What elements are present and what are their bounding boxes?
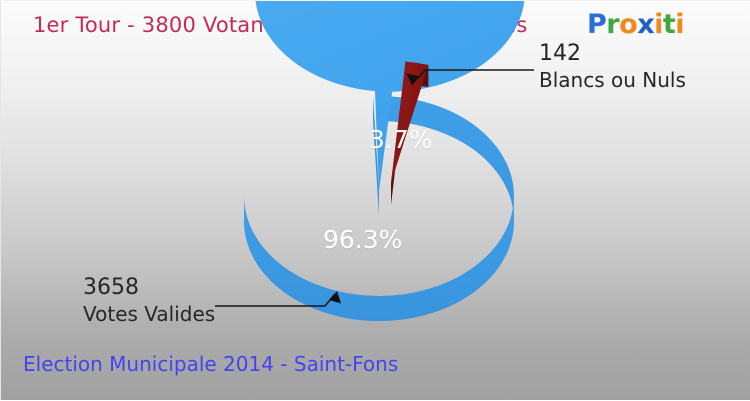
logo-letter-i2: i xyxy=(675,9,685,40)
logo-letter-p: P xyxy=(587,9,607,40)
callout-valides-label: Votes Valides xyxy=(83,302,216,326)
pie-percent-valides: 96.3% xyxy=(323,225,403,254)
pie-slice-votes-valides[interactable] xyxy=(255,1,525,191)
logo-letter-i1: i xyxy=(654,9,663,40)
proxiti-logo[interactable]: Proxiti xyxy=(587,9,685,40)
leader-line-valides xyxy=(215,291,341,307)
logo-letter-o: o xyxy=(619,9,638,40)
footer-caption: Election Municipale 2014 - Saint-Fons xyxy=(23,352,399,376)
callout-valides-value: 3658 xyxy=(83,275,139,300)
callout-blancs-ou-nuls: 142 Blancs ou Nuls xyxy=(539,41,686,93)
logo-letter-x: x xyxy=(637,9,655,40)
callout-blancs-value: 142 xyxy=(539,41,581,66)
pie-slice-blancs-ou-nuls[interactable] xyxy=(391,61,429,183)
callout-blancs-label: Blancs ou Nuls xyxy=(539,68,686,92)
pie-percent-blancs: 3.7% xyxy=(369,125,433,154)
logo-letter-r: r xyxy=(606,9,620,40)
pie-slice-votes-valides-3d-side xyxy=(244,95,514,321)
leader-line-blancs xyxy=(406,69,534,86)
callout-votes-valides: 3658 Votes Valides xyxy=(83,275,215,327)
logo-letter-t: t xyxy=(662,9,676,40)
